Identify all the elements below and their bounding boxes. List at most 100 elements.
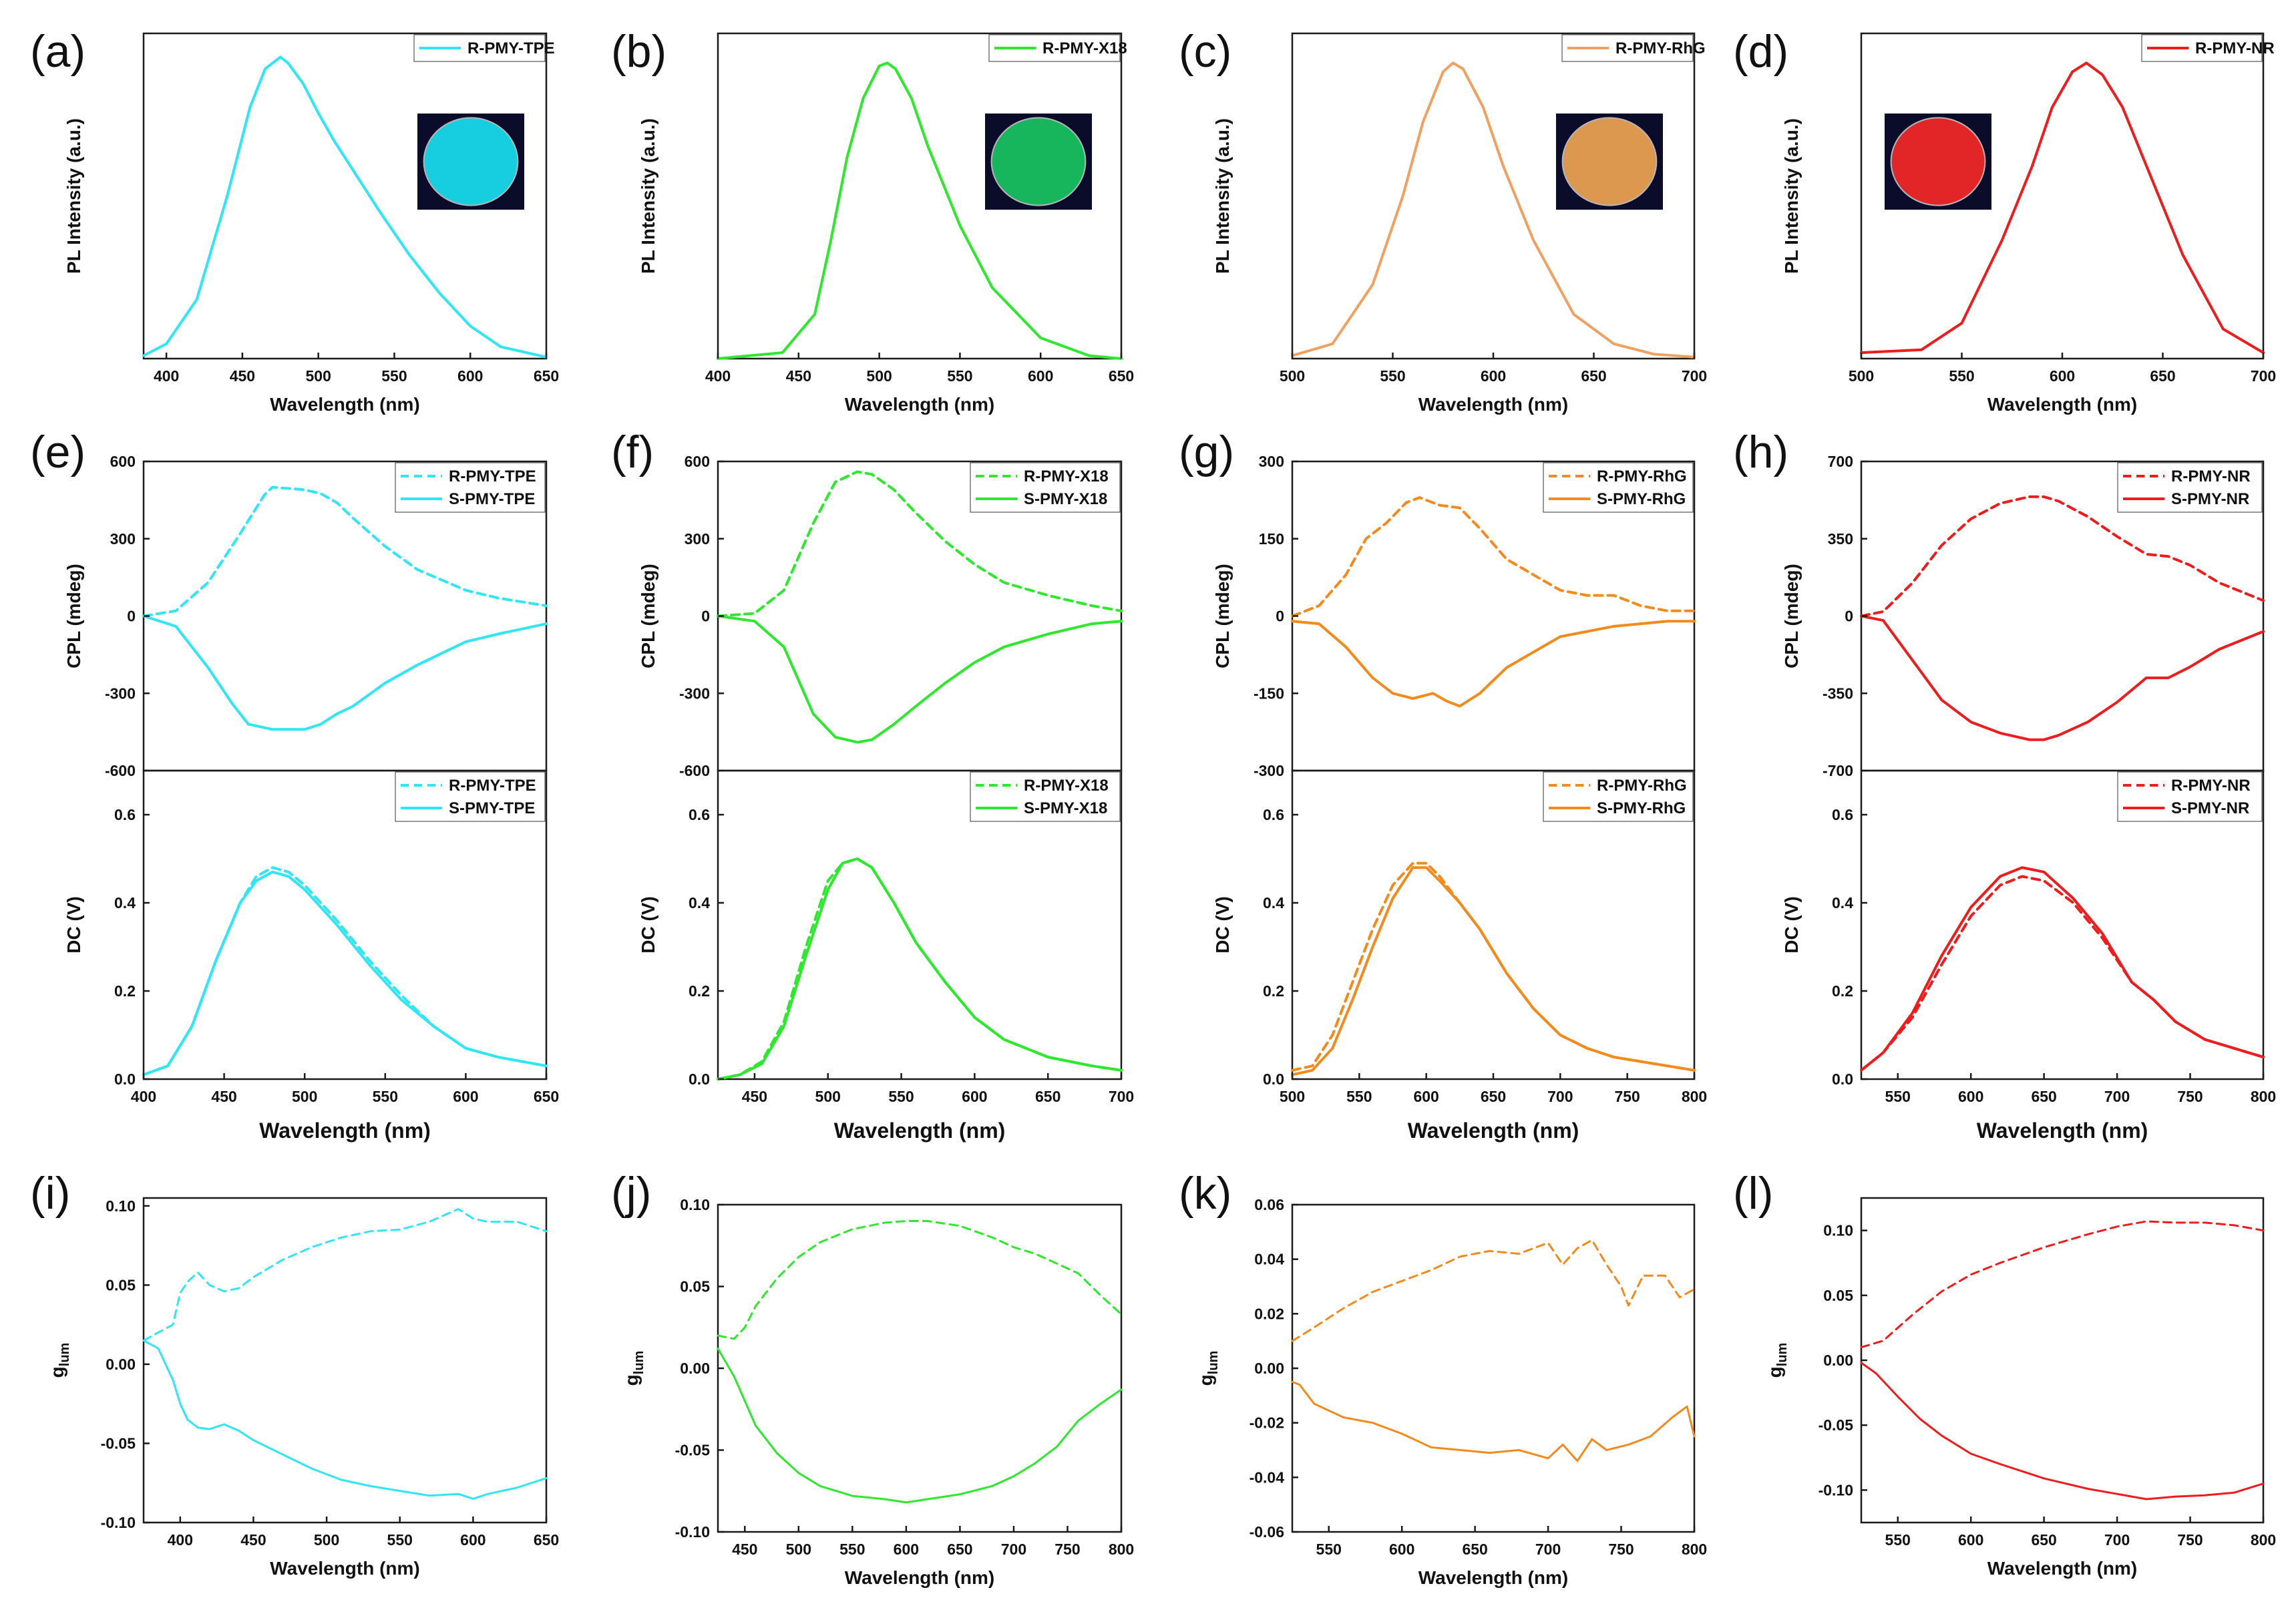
y-axis-label: CPL (mdeg) bbox=[638, 564, 658, 668]
y-tick-label: 0.4 bbox=[689, 894, 710, 912]
y-axis-label-main: DC (V) bbox=[1212, 896, 1233, 954]
y-axis-label-main: CPL (mdeg) bbox=[1781, 564, 1802, 668]
legend-label: R-PMY-RhG bbox=[1597, 777, 1687, 795]
x-tick-label: 400 bbox=[154, 367, 179, 385]
series-line-0 bbox=[144, 1209, 546, 1341]
y-tick-label: -600 bbox=[679, 762, 710, 779]
x-tick-label: 500 bbox=[866, 367, 892, 385]
x-tick-label: 450 bbox=[230, 367, 255, 385]
y-tick-label: 0.05 bbox=[680, 1278, 710, 1295]
y-tick-label: -350 bbox=[1823, 684, 1853, 702]
y-tick-label: 0.02 bbox=[1254, 1305, 1284, 1322]
y-tick-label: 0.4 bbox=[114, 894, 136, 912]
series-line-0 bbox=[1861, 1221, 2263, 1348]
y-tick-label: 300 bbox=[110, 530, 136, 548]
x-tick-label: 600 bbox=[1028, 367, 1053, 385]
y-axis-label: CPL (mdeg) bbox=[63, 564, 84, 668]
series-line-1 bbox=[1861, 867, 2263, 1070]
legend-label: S-PMY-TPE bbox=[449, 799, 535, 817]
panel-label: (c) bbox=[1179, 26, 1231, 77]
panel-label: (a) bbox=[30, 26, 85, 77]
y-axis-label-main: DC (V) bbox=[1781, 896, 1802, 954]
y-axis-label: DC (V) bbox=[638, 896, 658, 954]
inset-film-disc bbox=[424, 118, 518, 205]
chart-c: 500 550 600 650 700Wavelength (nm)PL Intensi… bbox=[1212, 33, 1707, 415]
x-axis-label: Wavelength (nm) bbox=[845, 394, 995, 415]
x-tick-label: 500 bbox=[292, 1088, 317, 1105]
x-tick-label: 750 bbox=[1608, 1541, 1634, 1558]
series-line-1 bbox=[144, 1340, 546, 1498]
y-tick-label: -0.04 bbox=[1250, 1468, 1285, 1486]
series-line-1 bbox=[1292, 621, 1694, 706]
chart-e_dc: 400 450 500 550 600 650 0.0 0.2 0.4 0.6 Wavelength… bbox=[63, 771, 559, 1143]
x-tick-label: 600 bbox=[457, 367, 483, 385]
legend-label: R-PMY-TPE bbox=[449, 777, 536, 795]
x-tick-label: 700 bbox=[1547, 1088, 1573, 1105]
plot-frame bbox=[1292, 1205, 1694, 1532]
y-tick-label: 0.6 bbox=[1832, 806, 1853, 823]
y-tick-label: 0 bbox=[1845, 608, 1853, 625]
x-axis-label: Wavelength (nm) bbox=[1418, 1567, 1569, 1588]
x-tick-label: 550 bbox=[373, 1088, 398, 1105]
plot-frame bbox=[718, 1205, 1121, 1532]
y-axis-label-sub: lum bbox=[1775, 1343, 1790, 1367]
y-tick-label: 0.10 bbox=[1823, 1222, 1853, 1239]
panel-label: (j) bbox=[611, 1168, 651, 1219]
series-line-1 bbox=[1292, 1382, 1694, 1460]
y-tick-label: 0.0 bbox=[114, 1070, 136, 1088]
y-axis-label: CPL (mdeg) bbox=[1212, 564, 1233, 668]
y-tick-label: -300 bbox=[679, 684, 710, 702]
y-axis-label-sub: lum bbox=[1206, 1351, 1221, 1375]
panel-label: (g) bbox=[1179, 427, 1234, 477]
x-tick-label: 600 bbox=[1958, 1531, 1983, 1549]
y-tick-label: 0.00 bbox=[1823, 1352, 1853, 1369]
legend-label: R-PMY-RhG bbox=[1597, 467, 1687, 485]
x-tick-label: 600 bbox=[1481, 367, 1506, 385]
chart-f_dc: 450 500 550 600 650 7000.00.20.40.6Wavelength… bbox=[638, 771, 1134, 1143]
y-tick-label: 0.04 bbox=[1254, 1251, 1284, 1268]
legend-label: S-PMY-TPE bbox=[449, 490, 535, 508]
y-tick-label: 700 bbox=[1828, 453, 1853, 470]
x-tick-label: 650 bbox=[1109, 367, 1134, 385]
series-line-0 bbox=[1861, 497, 2263, 616]
x-tick-label: 500 bbox=[1280, 367, 1305, 385]
x-tick-label: 550 bbox=[1949, 367, 1974, 385]
legend-label: R-PMY-X18 bbox=[1024, 777, 1109, 795]
series-line-0 bbox=[718, 859, 1121, 1079]
x-tick-label: 450 bbox=[732, 1541, 757, 1558]
y-axis-label: DC (V) bbox=[1781, 896, 1802, 954]
legend-label: S-PMY-X18 bbox=[1024, 799, 1107, 817]
series-line-0 bbox=[1292, 63, 1694, 357]
x-tick-label: 450 bbox=[211, 1088, 236, 1105]
y-tick-label: -300 bbox=[105, 684, 136, 702]
x-tick-label: 500 bbox=[1849, 367, 1874, 385]
y-tick-label: 0.6 bbox=[689, 806, 710, 823]
y-tick-label: -300 bbox=[1254, 762, 1284, 779]
series-line-1 bbox=[1292, 867, 1694, 1074]
y-axis-label-main: g bbox=[621, 1374, 642, 1386]
y-tick-label: 0.0 bbox=[689, 1070, 710, 1088]
panel-label: (e) bbox=[30, 427, 85, 477]
x-tick-label: 450 bbox=[240, 1531, 266, 1549]
x-tick-label: 550 bbox=[1346, 1088, 1372, 1105]
x-axis-label: Wavelength (nm) bbox=[270, 1558, 420, 1579]
y-tick-label: -700 bbox=[1823, 762, 1853, 779]
x-tick-label: 400 bbox=[131, 1088, 156, 1105]
x-tick-label: 600 bbox=[894, 1541, 919, 1558]
legend-label: R-PMY-NR bbox=[2171, 777, 2251, 795]
x-tick-label: 800 bbox=[2251, 1531, 2276, 1549]
x-tick-label: 800 bbox=[2251, 1088, 2276, 1105]
x-tick-label: 550 bbox=[1885, 1088, 1911, 1105]
chart-j: 450 500 550 600 650 700 750 800-0.10-0.050.000.… bbox=[621, 1196, 1134, 1588]
x-tick-label: 650 bbox=[1581, 367, 1606, 385]
x-tick-label: 650 bbox=[534, 367, 559, 385]
x-tick-label: 700 bbox=[1535, 1541, 1561, 1558]
y-tick-label: 300 bbox=[685, 530, 710, 548]
series-line-0 bbox=[144, 867, 546, 1074]
x-tick-label: 650 bbox=[1481, 1088, 1506, 1105]
y-axis-label: CPL (mdeg) bbox=[1781, 564, 1802, 668]
chart-g_dc: 500 550 600 650 700 750 8000.00.20.40.6Wavelen… bbox=[1212, 771, 1707, 1143]
y-tick-label: -0.05 bbox=[675, 1442, 711, 1459]
y-tick-label: 150 bbox=[1259, 530, 1284, 548]
